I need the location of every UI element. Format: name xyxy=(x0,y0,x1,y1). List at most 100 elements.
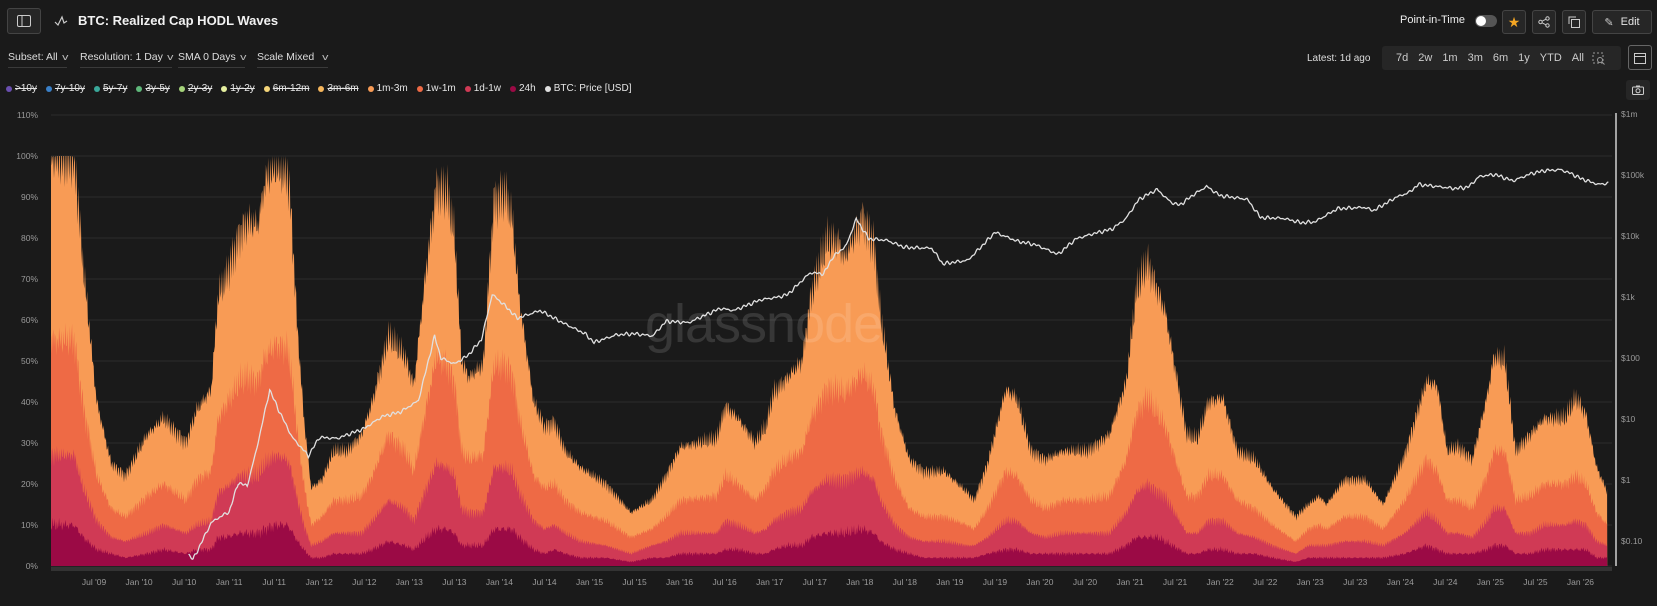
legend-item-24h[interactable]: 24h xyxy=(510,83,536,94)
legend-item-7y-10y[interactable]: 7y-10y xyxy=(45,83,85,94)
x-tick-label: Jan '25 xyxy=(1476,577,1504,587)
legend-color-dot xyxy=(544,85,551,92)
x-tick-label: Jul '23 xyxy=(1343,577,1368,587)
price-tick-label: $100 xyxy=(1621,353,1640,363)
chevron-down-icon: v xyxy=(166,52,174,62)
chevron-down-icon: v xyxy=(322,52,329,62)
star-icon: ★ xyxy=(1507,13,1521,30)
x-tick-label: Jan '11 xyxy=(215,577,243,587)
point-in-time-toggle[interactable] xyxy=(1475,15,1497,27)
chart-line-icon xyxy=(54,15,68,27)
legend-label: 24h xyxy=(519,83,536,94)
area-24h xyxy=(51,517,1608,566)
x-tick-label: Jan '17 xyxy=(756,577,784,587)
legend-color-dot xyxy=(221,85,228,92)
btc-price-line xyxy=(188,168,1609,560)
edit-label: Edit xyxy=(1620,16,1640,28)
range-2w[interactable]: 2w xyxy=(1418,52,1433,64)
x-tick-label: Jul '10 xyxy=(171,577,197,587)
price-tick-label: $100k xyxy=(1621,170,1645,180)
range-all[interactable]: All xyxy=(1571,52,1585,64)
legend-label: BTC: Price [USD] xyxy=(553,83,632,94)
edit-button[interactable]: ✎ Edit xyxy=(1592,10,1652,34)
legend-color-dot xyxy=(6,85,12,92)
legend-item-1m-3m[interactable]: 1m-3m xyxy=(367,83,408,94)
pencil-icon: ✎ xyxy=(1604,16,1614,29)
legend-item-5y-7y[interactable]: 5y-7y xyxy=(93,83,128,94)
x-tick-label: Jul '18 xyxy=(892,577,917,587)
sma-dropdown[interactable]: SMA 0 Days v xyxy=(178,51,246,68)
x-tick-label: Jan '18 xyxy=(846,577,874,587)
legend-label: 1y-2y xyxy=(230,83,255,94)
resolution-dropdown[interactable]: Resolution: 1 Day v xyxy=(80,51,174,68)
legend-label: 5y-7y xyxy=(102,83,128,94)
y-tick-label: 80% xyxy=(20,233,38,243)
y-tick-label: 0% xyxy=(25,561,38,571)
x-tick-label: Jan '24 xyxy=(1386,577,1414,587)
legend-item-6m-12m[interactable]: 6m-12m xyxy=(263,83,310,94)
sidebar-toggle-button[interactable] xyxy=(7,8,41,34)
x-tick-label: Jul '21 xyxy=(1162,577,1188,587)
legend-item--10y[interactable]: >10y xyxy=(6,83,37,94)
x-tick-label: Jan '10 xyxy=(125,577,153,587)
x-tick-label: Jul '24 xyxy=(1433,577,1458,587)
legend-item-3y-5y[interactable]: 3y-5y xyxy=(136,83,170,94)
y-tick-label: 40% xyxy=(20,397,38,407)
subset-label: Subset: All xyxy=(8,51,58,63)
legend-label: 3y-5y xyxy=(145,83,170,94)
calendar-button[interactable] xyxy=(1628,45,1652,70)
range-1y[interactable]: 1y xyxy=(1518,52,1530,64)
share-button[interactable] xyxy=(1532,10,1556,34)
favorite-button[interactable]: ★ xyxy=(1502,10,1526,34)
price-tick-label: $1 xyxy=(1621,475,1631,485)
scale-label: Scale Mixed xyxy=(257,51,315,63)
legend-item-btc-price-usd-[interactable]: BTC: Price [USD] xyxy=(544,83,632,94)
y-tick-label: 10% xyxy=(20,520,38,530)
scale-dropdown[interactable]: Scale Mixed v xyxy=(257,51,329,68)
x-tick-label: Jul '15 xyxy=(622,577,647,587)
legend-item-2y-3y[interactable]: 2y-3y xyxy=(178,83,213,94)
point-in-time-label: Point-in-Time xyxy=(1400,14,1465,26)
price-tick-label: $10 xyxy=(1621,414,1636,424)
x-tick-label: Jul '14 xyxy=(532,577,557,587)
legend-color-dot xyxy=(510,85,516,92)
screenshot-button[interactable] xyxy=(1626,80,1650,100)
range-3m[interactable]: 3m xyxy=(1467,52,1483,64)
navigator-bar xyxy=(51,567,1612,571)
zoom-select-icon[interactable] xyxy=(1592,52,1605,65)
y-tick-label: 30% xyxy=(20,438,38,448)
subset-dropdown[interactable]: Subset: All v xyxy=(8,51,68,68)
legend-label: 1w-1m xyxy=(425,83,456,94)
legend-color-dot xyxy=(318,85,325,92)
legend-item-1w-1m[interactable]: 1w-1m xyxy=(416,83,456,94)
range-6m[interactable]: 6m xyxy=(1492,52,1509,64)
x-tick-label: Jan '15 xyxy=(575,577,604,587)
legend-color-dot xyxy=(45,85,52,92)
legend-color-dot xyxy=(263,85,270,92)
range-ytd[interactable]: YTD xyxy=(1539,52,1562,64)
legend-label: 1d-1w xyxy=(473,83,501,94)
range-7d[interactable]: 7d xyxy=(1396,52,1409,64)
legend-item-1d-1w[interactable]: 1d-1w xyxy=(464,83,501,94)
x-tick-label: Jul '11 xyxy=(262,577,287,587)
price-tick-label: $10k xyxy=(1621,231,1640,241)
range-1m[interactable]: 1m xyxy=(1442,52,1458,64)
y-tick-label: 90% xyxy=(20,192,38,202)
legend-color-dot xyxy=(367,85,374,92)
x-tick-label: Jan '13 xyxy=(395,577,423,587)
legend-color-dot xyxy=(178,85,185,92)
legend-color-dot xyxy=(464,85,471,92)
legend-label: 2y-3y xyxy=(187,83,213,94)
legend-label: 3m-6m xyxy=(327,83,359,94)
calendar-icon xyxy=(1634,52,1646,64)
legend-label: 6m-12m xyxy=(272,83,310,94)
duplicate-button[interactable] xyxy=(1562,10,1586,34)
legend-color-dot xyxy=(416,85,423,92)
x-tick-label: Jul '13 xyxy=(442,577,467,587)
time-range-selector: 7d 2w 1m 3m 6m 1y YTD All xyxy=(1382,46,1621,70)
x-tick-label: Jan '22 xyxy=(1206,577,1234,587)
legend-item-1y-2y[interactable]: 1y-2y xyxy=(221,83,255,94)
legend-item-3m-6m[interactable]: 3m-6m xyxy=(318,83,359,94)
price-tick-label: $1k xyxy=(1621,292,1635,302)
